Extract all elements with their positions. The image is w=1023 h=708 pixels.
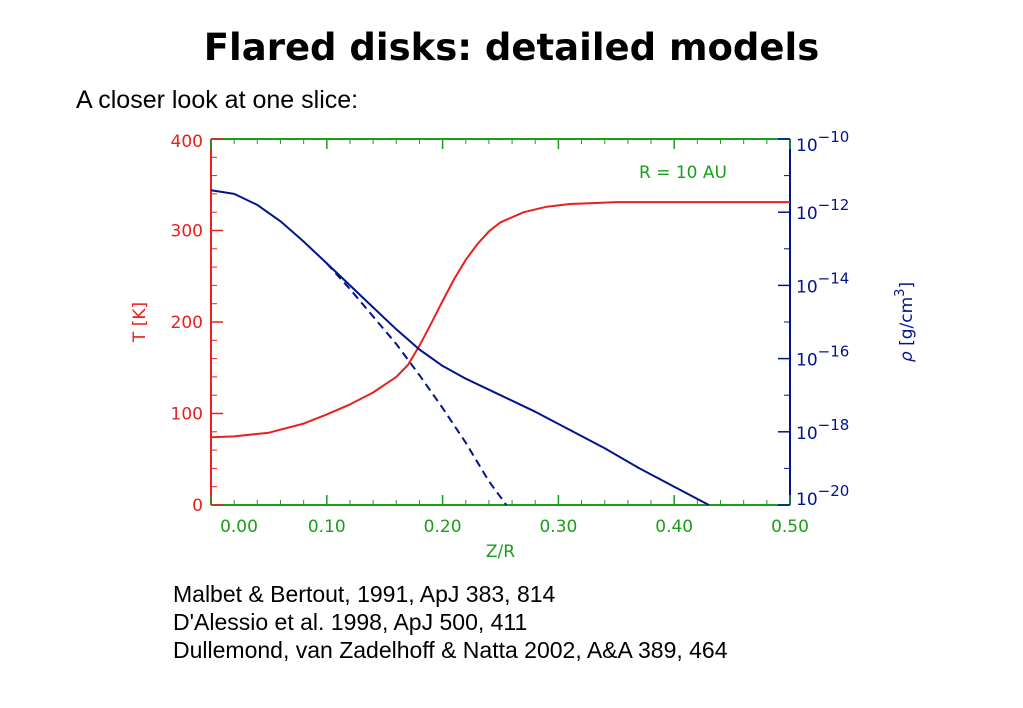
y-left-axis-title: T [K] [130, 302, 150, 343]
annotation-r-label: R = 10 AU [639, 163, 727, 183]
reference-line: D'Alessio et al. 1998, ApJ 500, 411 [173, 609, 528, 635]
y-right-tick-label: 10−16 [796, 343, 849, 371]
references: Malbet & Bertout, 1991, ApJ 383, 814 D'A… [173, 580, 728, 664]
y-right-tick-label: 10−12 [796, 196, 849, 224]
series-line-T [210, 201, 790, 439]
y-left-tick-label: 0 [192, 496, 203, 516]
y-right-tick-label: 10−10 [796, 128, 849, 156]
x-tick-label: 0.30 [539, 517, 577, 537]
x-axis-title: Z/R [486, 542, 515, 562]
series-line-rho-gaussian [326, 262, 508, 506]
y-right-tick-label: 10−20 [796, 482, 849, 510]
y-right-axis-title: ρ [g/cm3] [893, 282, 917, 362]
y-left-tick-label: 400 [171, 132, 203, 152]
x-tick-label: 0.20 [424, 517, 462, 537]
y-left-tick-label: 200 [171, 313, 203, 333]
y-right-tick-label: 10−14 [796, 269, 849, 297]
reference-line: Malbet & Bertout, 1991, ApJ 383, 814 [173, 581, 556, 607]
x-tick-label: 0.40 [655, 517, 693, 537]
x-tick-label: 0.00 [220, 517, 258, 537]
y-right-tick-label: 10−18 [796, 416, 849, 444]
slide-subtitle: A closer look at one slice: [76, 86, 359, 114]
x-tick-label: 0.50 [771, 517, 809, 537]
reference-line: Dullemond, van Zadelhoff & Natta 2002, A… [173, 637, 728, 663]
series-line-rho [210, 189, 710, 506]
slide-title: Flared disks: detailed models [203, 26, 820, 69]
y-left-tick-label: 300 [171, 222, 203, 242]
y-left-tick-label: 100 [171, 405, 203, 425]
x-tick-label: 0.10 [308, 517, 346, 537]
